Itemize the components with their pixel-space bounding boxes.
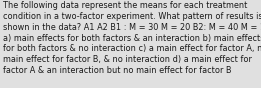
Text: The following data represent the means for each treatment
condition in a two-fac: The following data represent the means f… (3, 1, 261, 75)
